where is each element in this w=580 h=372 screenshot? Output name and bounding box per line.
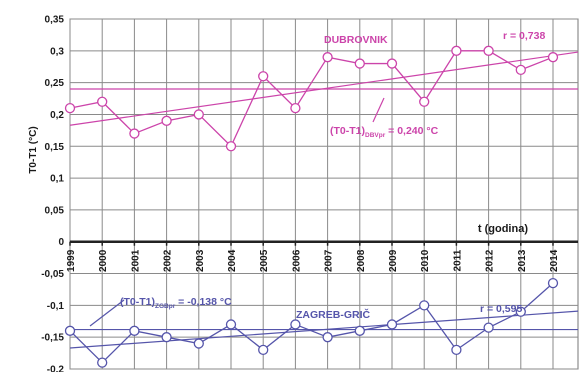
dubrovnik-data-point bbox=[483, 45, 494, 56]
zagreb-mean-label-sub: ZGBpr bbox=[155, 303, 176, 310]
zagreb-data-point bbox=[354, 325, 365, 336]
y-tick-label: -0,05 bbox=[41, 269, 64, 280]
y-axis-title: T0-T1 (°C) bbox=[28, 126, 39, 173]
zagreb-data-point bbox=[386, 319, 398, 330]
dubrovnik-trend-line bbox=[69, 51, 579, 126]
zagreb-mean-arrow bbox=[89, 299, 125, 327]
zagreb-data-point bbox=[322, 332, 333, 343]
dubrovnik-mean-arrow bbox=[372, 97, 385, 123]
x-tick-label: 2011 bbox=[452, 249, 463, 271]
x-tick-label: 2001 bbox=[130, 249, 141, 272]
zagreb-series-line bbox=[69, 282, 554, 364]
x-tick-label: 2010 bbox=[420, 249, 431, 272]
dubrovnik-data-point bbox=[64, 102, 76, 114]
zagreb-data-point bbox=[129, 325, 140, 336]
dubrovnik-data-point bbox=[258, 71, 269, 82]
x-tick-label: 2014 bbox=[549, 249, 560, 272]
x-tick-label: 2009 bbox=[388, 249, 399, 272]
dubrovnik-data-point bbox=[290, 102, 301, 114]
dubrovnik-data-point bbox=[225, 141, 237, 152]
x-tick-label: 2005 bbox=[259, 249, 270, 272]
y-tick-label: 0,1 bbox=[50, 174, 64, 185]
y-tick-label: 0,3 bbox=[50, 46, 64, 57]
zagreb-mean-label: (T0-T1)ZGBpr = -0,138 °C bbox=[120, 296, 232, 310]
dubrovnik-mean-label: (T0-T1)DBVpr = 0,240 °C bbox=[330, 125, 439, 139]
x-tick-label: 2003 bbox=[195, 249, 206, 272]
dubrovnik-data-point bbox=[354, 58, 365, 69]
dubrovnik-data-point bbox=[193, 109, 204, 120]
zagreb-data-point bbox=[97, 357, 108, 368]
y-tick-label: -0,1 bbox=[47, 301, 65, 312]
zagreb-r-label: r = 0,595 bbox=[480, 303, 522, 315]
dubrovnik-series-label: DUBROVNIK bbox=[324, 34, 388, 46]
y-tick-label: 0,15 bbox=[45, 142, 65, 153]
zagreb-data-point bbox=[258, 344, 269, 356]
y-tick-label: 0,25 bbox=[45, 78, 65, 89]
x-tick-label: 2008 bbox=[356, 249, 367, 272]
y-tick-label: 0,2 bbox=[50, 110, 64, 121]
y-tick-label: -0,2 bbox=[47, 365, 65, 372]
zagreb-data-point bbox=[419, 300, 430, 311]
y-tick-label: 0 bbox=[58, 237, 64, 248]
dubrovnik-r-label: r = 0,738 bbox=[503, 30, 545, 42]
zagreb-data-point bbox=[193, 338, 204, 349]
zagreb-data-point bbox=[64, 325, 76, 336]
dubrovnik-data-point bbox=[161, 115, 172, 126]
dubrovnik-data-point bbox=[322, 52, 333, 63]
x-tick-label: 1999 bbox=[66, 249, 77, 272]
grid bbox=[69, 18, 579, 370]
zagreb-mean-label-rest: = -0,138 °C bbox=[175, 296, 232, 308]
x-tick-label: 2013 bbox=[517, 249, 528, 272]
dubrovnik-data-point bbox=[547, 52, 559, 63]
zagreb-data-point bbox=[547, 277, 559, 289]
zagreb-trend-line bbox=[69, 310, 579, 349]
dubrovnik-mean-label-rest: = 0,240 °C bbox=[385, 125, 438, 137]
x-tick-label: 2007 bbox=[324, 249, 335, 272]
dubrovnik-series-line bbox=[69, 50, 554, 148]
y-tick-label: 0,35 bbox=[45, 15, 65, 26]
x-tick-label: 2000 bbox=[98, 249, 109, 272]
zagreb-data-point bbox=[290, 319, 301, 330]
dubrovnik-data-point bbox=[386, 58, 398, 69]
x-axis-title: t (godina) bbox=[478, 223, 528, 235]
dubrovnik-data-point bbox=[515, 64, 526, 76]
dubrovnik-data-point bbox=[451, 45, 462, 56]
dubrovnik-data-point bbox=[97, 96, 108, 107]
zagreb-mean-label-main: (T0-T1) bbox=[120, 296, 155, 308]
y-tick-label: 0,05 bbox=[45, 205, 65, 216]
zagreb-data-point bbox=[161, 332, 172, 343]
x-tick-label: 2006 bbox=[291, 249, 302, 272]
zagreb-data-point bbox=[483, 322, 494, 333]
x-tick-label: 2002 bbox=[163, 249, 174, 272]
zagreb-series-label: ZAGREB-GRIČ bbox=[296, 308, 370, 321]
x-tick-label: 2004 bbox=[227, 249, 238, 272]
dubrovnik-data-point bbox=[129, 128, 140, 139]
zagreb-data-point bbox=[515, 306, 526, 317]
zagreb-data-point bbox=[225, 319, 237, 330]
zagreb-data-point bbox=[451, 344, 462, 356]
x-tick-label: 2012 bbox=[485, 249, 496, 272]
dubrovnik-mean-label-sub: DBVpr bbox=[365, 132, 386, 139]
plot-area bbox=[69, 18, 579, 370]
dubrovnik-data-point bbox=[419, 96, 430, 107]
dubrovnik-mean-label-main: (T0-T1) bbox=[330, 125, 365, 137]
y-tick-label: -0,15 bbox=[41, 333, 64, 344]
